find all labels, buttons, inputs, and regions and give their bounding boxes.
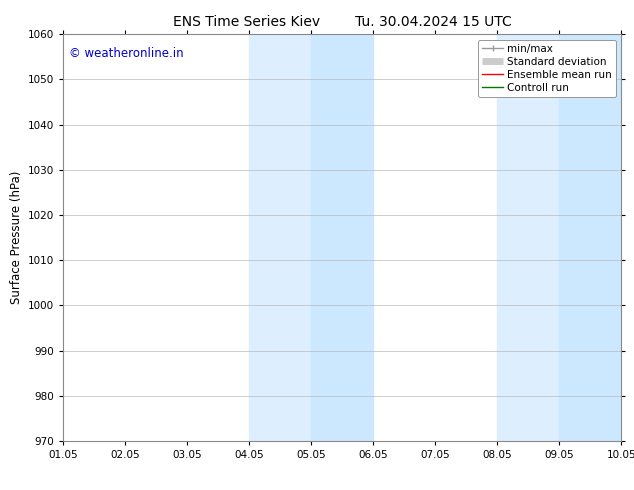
Bar (559, 34, 621, 441)
Title: ENS Time Series Kiev        Tu. 30.04.2024 15 UTC: ENS Time Series Kiev Tu. 30.04.2024 15 U… (173, 15, 512, 29)
Bar (497, 34, 559, 441)
Bar (311, 34, 373, 441)
Legend: min/max, Standard deviation, Ensemble mean run, Controll run: min/max, Standard deviation, Ensemble me… (478, 40, 616, 97)
Text: © weatheronline.in: © weatheronline.in (69, 47, 184, 59)
Bar (249, 34, 311, 441)
Y-axis label: Surface Pressure (hPa): Surface Pressure (hPa) (10, 171, 23, 304)
